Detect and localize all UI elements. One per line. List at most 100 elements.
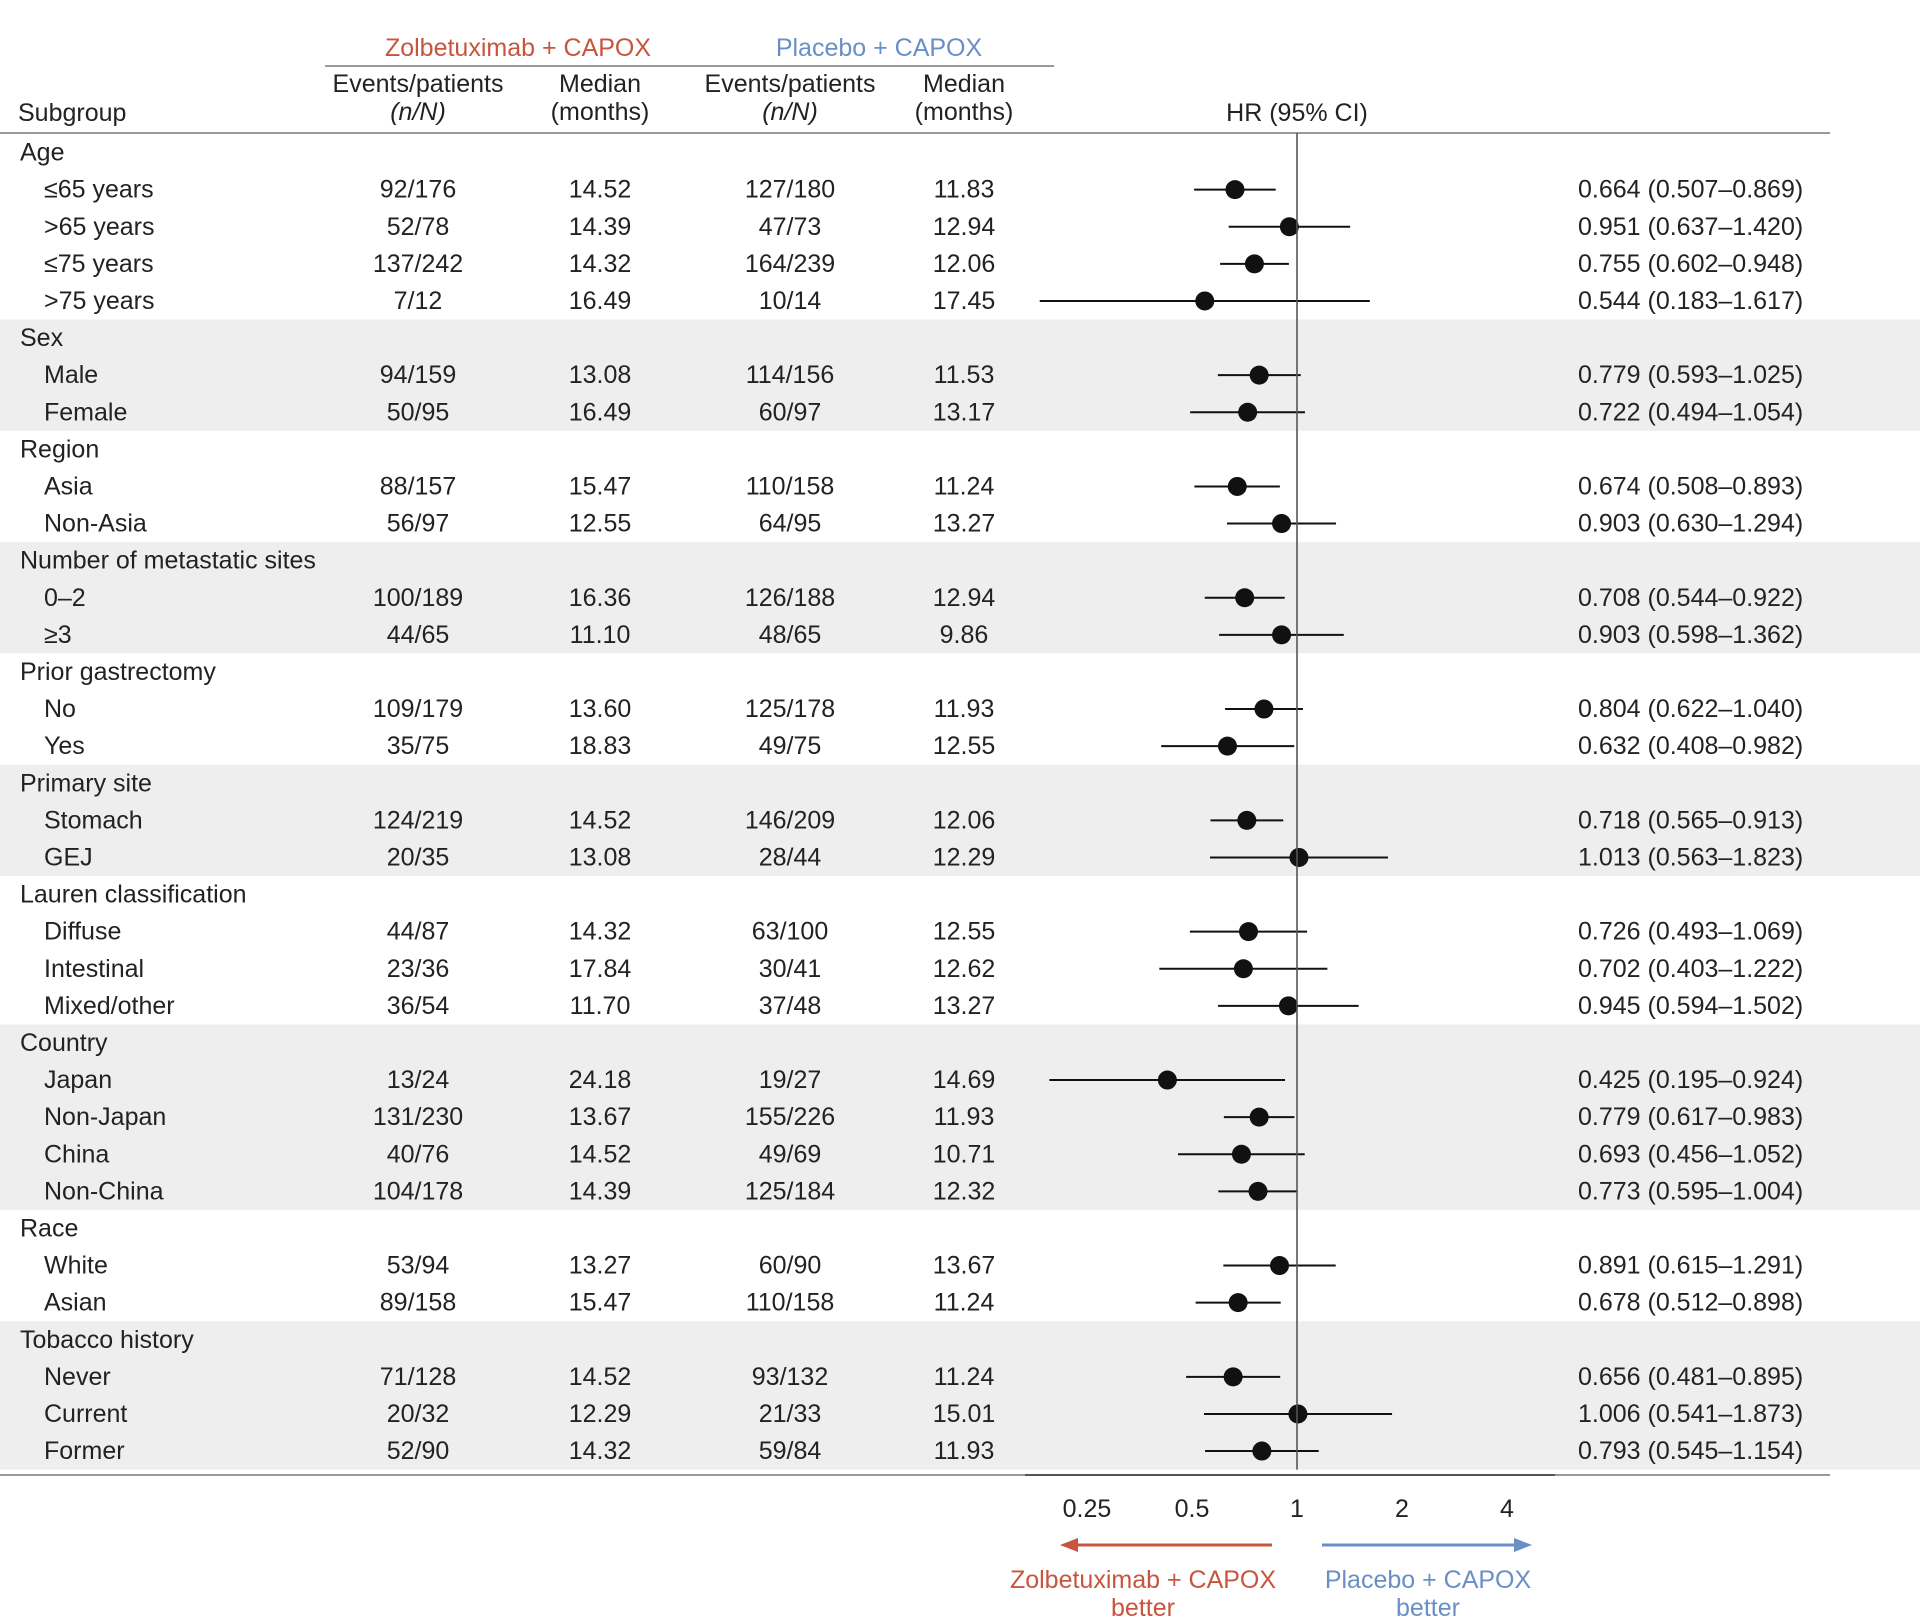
hr-point — [1289, 847, 1309, 867]
subgroup-label: Female — [44, 398, 127, 426]
zolbe-median-cell: 24.18 — [569, 1066, 632, 1094]
hr-point — [1279, 217, 1299, 237]
placebo-median-cell: 11.24 — [934, 1289, 995, 1317]
placebo-median-cell: 13.27 — [933, 510, 996, 538]
hr-ci-cell: 1.006 (0.541–1.873) — [1578, 1400, 1803, 1428]
placebo-events-cell: 155/226 — [745, 1103, 835, 1131]
group-heading: Country — [20, 1029, 108, 1057]
zolbe-better-arrowhead — [1060, 1538, 1078, 1552]
subgroup-label: ≥3 — [44, 621, 72, 649]
zolbe-group-title: Zolbetuximab + CAPOX — [385, 34, 651, 62]
placebo-events-cell: 49/75 — [759, 732, 822, 760]
hr-point — [1235, 588, 1255, 608]
hr-ci-cell: 0.891 (0.615–1.291) — [1578, 1252, 1803, 1280]
zolbe-events-cell: 137/242 — [373, 250, 463, 278]
placebo-median-subheader: (months) — [915, 98, 1014, 126]
hr-ci-cell: 0.804 (0.622–1.040) — [1578, 695, 1803, 723]
hr-ci-cell: 0.779 (0.617–0.983) — [1578, 1103, 1803, 1131]
zolbe-events-cell: 100/189 — [373, 584, 463, 612]
zolbe-events-cell: 36/54 — [387, 992, 450, 1020]
group-heading: Tobacco history — [20, 1326, 194, 1354]
subgroup-label: Mixed/other — [44, 992, 175, 1020]
group-band — [0, 319, 1920, 431]
group-band — [0, 1024, 1920, 1210]
zolbe-median-cell: 12.55 — [569, 510, 632, 538]
hr-point — [1228, 1293, 1248, 1313]
subgroup-label: Former — [44, 1437, 125, 1465]
placebo-median-cell: 12.55 — [933, 918, 996, 946]
zolbe-events-cell: 50/95 — [387, 398, 450, 426]
subgroup-label: China — [44, 1140, 109, 1168]
hr-ci-cell: 0.945 (0.594–1.502) — [1578, 992, 1803, 1020]
zolbe-events-cell: 53/94 — [387, 1252, 450, 1280]
table-rows: Age ≤65 years 92/176 14.52 127/180 11.83 0.664… — [20, 139, 1803, 1466]
zolbe-median-cell: 16.49 — [569, 398, 632, 426]
subgroup-label: Male — [44, 361, 98, 389]
x-axis: 0.25 0.5 1 2 4 — [1025, 1474, 1555, 1523]
placebo-median-cell: 11.93 — [934, 1437, 995, 1465]
placebo-better-label-line2: better — [1396, 1594, 1460, 1618]
x-tick-label: 0.25 — [1063, 1495, 1112, 1523]
group-heading: Prior gastrectomy — [20, 658, 216, 686]
hr-point — [1237, 810, 1257, 830]
hr-point — [1238, 402, 1258, 422]
placebo-median-cell: 11.24 — [934, 1363, 995, 1391]
hr-point — [1248, 1181, 1268, 1201]
placebo-events-cell: 64/95 — [759, 510, 822, 538]
group-heading: Sex — [20, 324, 64, 352]
group-heading: Age — [20, 139, 64, 167]
zolbe-median-cell: 11.10 — [570, 621, 631, 649]
subgroup-label: >75 years — [44, 287, 155, 315]
zolbe-events-subheader: (n/N) — [390, 98, 446, 126]
zolbe-median-cell: 14.52 — [569, 1140, 632, 1168]
placebo-events-cell: 126/188 — [745, 584, 835, 612]
hr-point — [1272, 625, 1292, 645]
zolbe-median-cell: 11.70 — [570, 992, 631, 1020]
group-band — [0, 764, 1920, 876]
subgroup-label: Non-Asia — [44, 510, 147, 538]
hr-ci-cell: 0.544 (0.183–1.617) — [1578, 287, 1803, 315]
zolbe-median-cell: 13.67 — [569, 1103, 632, 1131]
placebo-events-cell: 37/48 — [759, 992, 822, 1020]
zolbe-events-cell: 88/157 — [380, 472, 456, 500]
subgroup-label: GEJ — [44, 843, 93, 871]
zolbe-median-cell: 16.49 — [569, 287, 632, 315]
placebo-events-cell: 63/100 — [752, 918, 828, 946]
hr-point — [1223, 1367, 1243, 1387]
direction-legend: Zolbetuximab + CAPOX better Placebo + CA… — [1010, 1538, 1532, 1618]
hr-ci-cell: 0.903 (0.598–1.362) — [1578, 621, 1803, 649]
placebo-events-cell: 114/156 — [746, 361, 835, 389]
placebo-events-cell: 48/65 — [759, 621, 822, 649]
subgroup-label: ≤75 years — [44, 250, 154, 278]
hr-point — [1227, 476, 1247, 496]
zolbe-events-cell: 7/12 — [394, 287, 443, 315]
placebo-median-cell: 12.55 — [933, 732, 996, 760]
zolbe-events-cell: 104/178 — [373, 1177, 463, 1205]
placebo-events-cell: 59/84 — [759, 1437, 822, 1465]
subgroup-label: Japan — [44, 1066, 112, 1094]
x-tick-label: 0.5 — [1175, 1495, 1210, 1523]
zolbe-events-cell: 13/24 — [387, 1066, 450, 1094]
hr-point — [1231, 1144, 1251, 1164]
hr-point — [1244, 254, 1264, 274]
group-heading: Race — [20, 1214, 78, 1242]
hr-ci-cell: 0.755 (0.602–0.948) — [1578, 250, 1803, 278]
placebo-median-cell: 9.86 — [940, 621, 989, 649]
zolbe-median-header: Median — [559, 70, 641, 98]
placebo-events-cell: 60/90 — [759, 1252, 822, 1280]
zolbe-median-cell: 14.39 — [569, 1177, 632, 1205]
zolbe-events-cell: 20/35 — [387, 843, 450, 871]
placebo-events-cell: 127/180 — [745, 176, 835, 204]
group-heading: Region — [20, 435, 99, 463]
zolbe-events-cell: 23/36 — [387, 955, 450, 983]
placebo-events-cell: 125/178 — [745, 695, 835, 723]
zolbe-events-cell: 131/230 — [373, 1103, 463, 1131]
subgroup-label: Intestinal — [44, 955, 144, 983]
placebo-events-cell: 93/132 — [752, 1363, 828, 1391]
hr-point — [1157, 1070, 1177, 1090]
zolbe-median-cell: 14.32 — [569, 250, 632, 278]
placebo-median-cell: 14.69 — [933, 1066, 996, 1094]
zolbe-median-cell: 14.32 — [569, 918, 632, 946]
zolbe-events-cell: 89/158 — [380, 1289, 456, 1317]
